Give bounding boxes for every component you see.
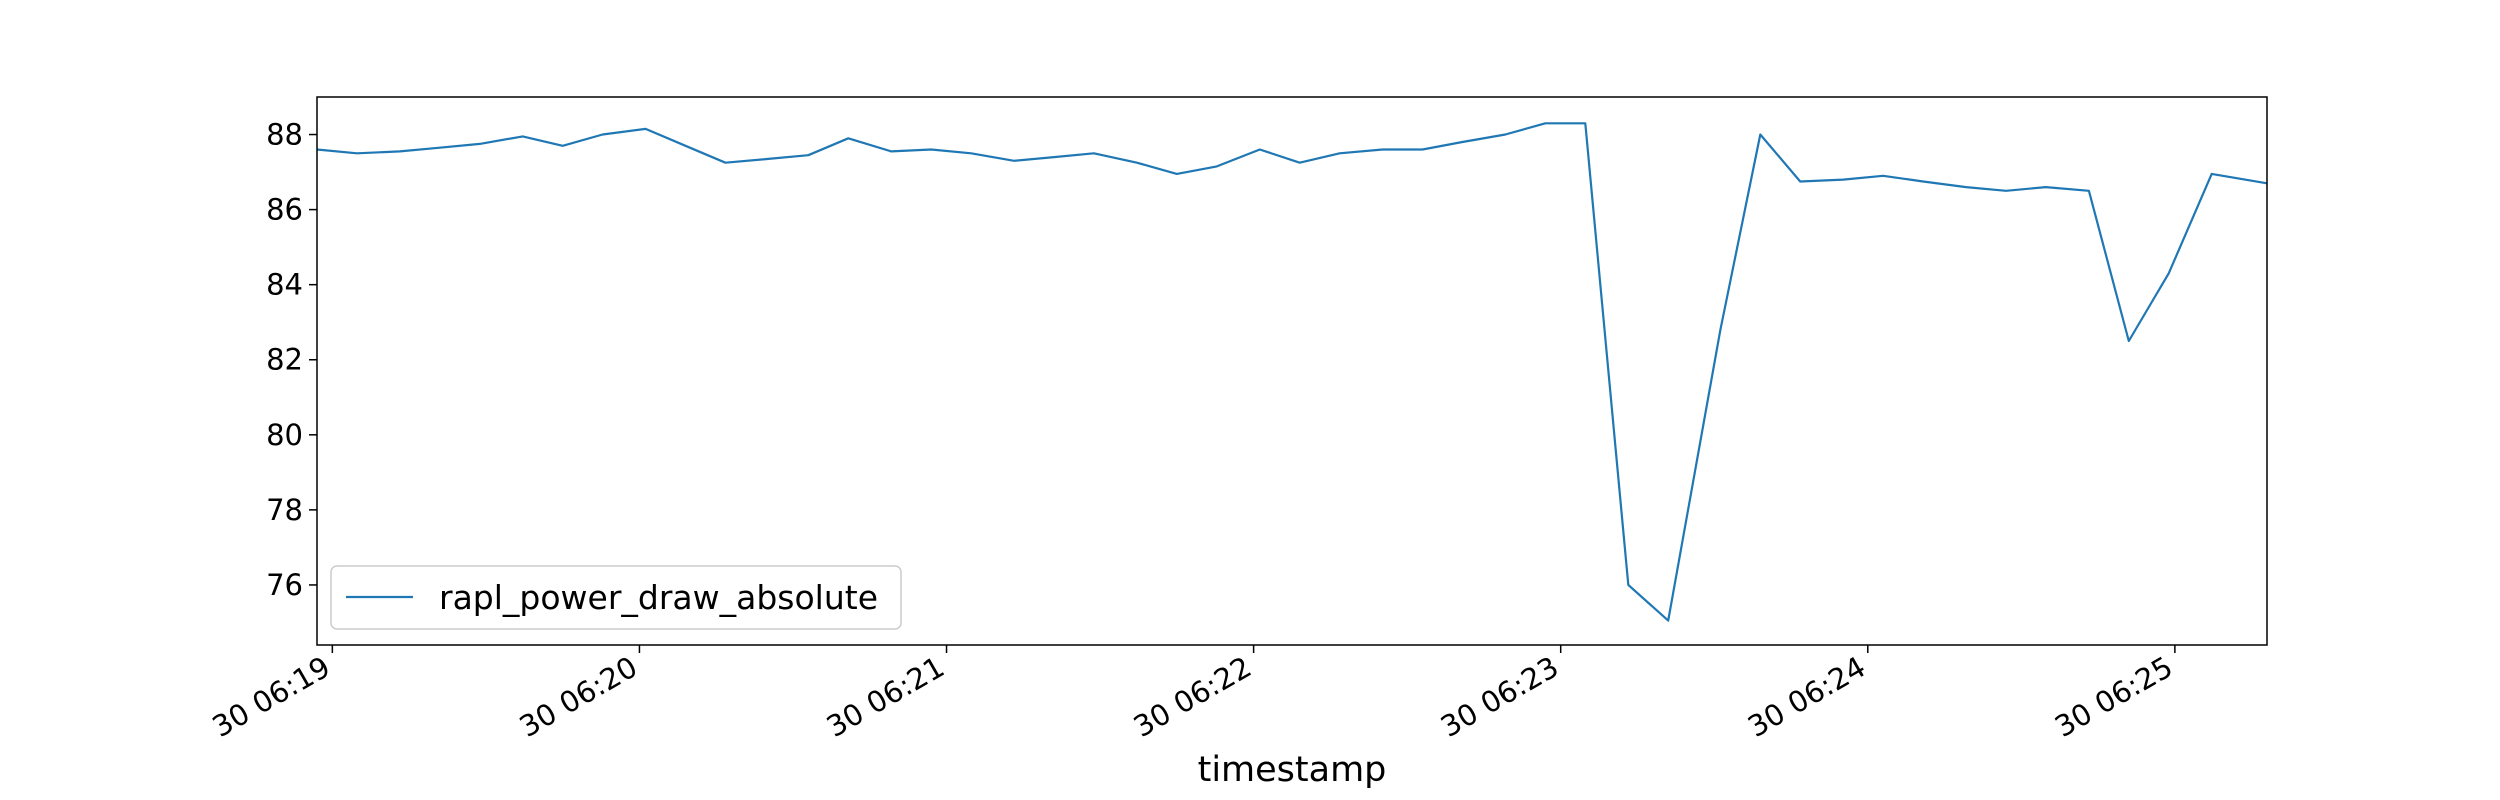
x-tick-label: 30 06:21 [821,650,950,744]
plot-area [317,97,2267,645]
x-tick-label: 30 06:23 [1435,650,1564,744]
y-tick-label: 76 [266,568,303,602]
y-tick-label: 82 [266,343,303,377]
legend: rapl_power_draw_absolute [331,566,901,629]
y-tick-label: 78 [266,493,303,527]
y-tick-label: 84 [266,268,303,302]
legend-label: rapl_power_draw_absolute [439,578,878,617]
x-tick-label: 30 06:20 [514,650,643,744]
x-axis: 30 06:19 30 06:20 30 06:21 30 06:22 30 06:23… [207,645,2179,744]
x-tick-label: 30 06:22 [1128,650,1257,744]
y-tick-label: 88 [266,118,303,152]
y-tick-label: 86 [266,193,303,227]
y-axis: 76 78 80 82 84 86 88 [266,118,317,602]
x-axis-title: timestamp [1198,750,1387,790]
y-tick-label: 80 [266,418,303,452]
x-tick-label: 30 06:24 [1742,650,1871,744]
x-tick-label: 30 06:25 [2049,650,2178,744]
x-tick-label: 30 06:19 [207,650,336,744]
